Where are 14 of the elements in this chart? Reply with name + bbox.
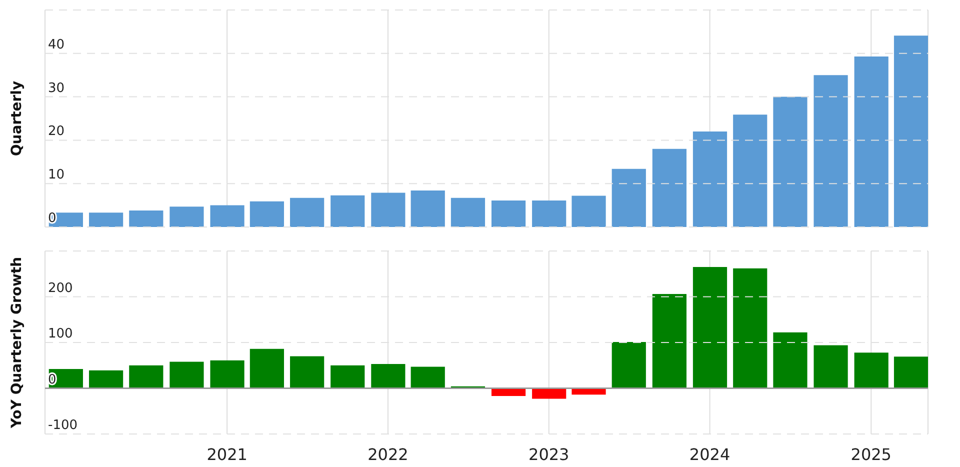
y-axis-title: Quarterly [8, 80, 25, 156]
x-tick-label: 2025 [850, 445, 892, 464]
y-tick-label: 40 [48, 37, 65, 52]
x-tick-label: 2022 [368, 445, 408, 464]
x-tick-label: 2021 [206, 445, 248, 464]
x-tick-label: 2024 [689, 445, 730, 464]
y-tick-label: 10 [48, 168, 65, 183]
y-tick-label: 100 [48, 326, 73, 342]
x-tick-label: 2023 [528, 445, 570, 464]
y-tick-label: 20 [48, 124, 65, 140]
y-axis-title: YoY Quarterly Growth [8, 256, 25, 430]
y-tick-label: -100 [48, 418, 78, 433]
y-tick-label: 30 [48, 80, 65, 96]
y-tick-label: 200 [48, 280, 73, 296]
